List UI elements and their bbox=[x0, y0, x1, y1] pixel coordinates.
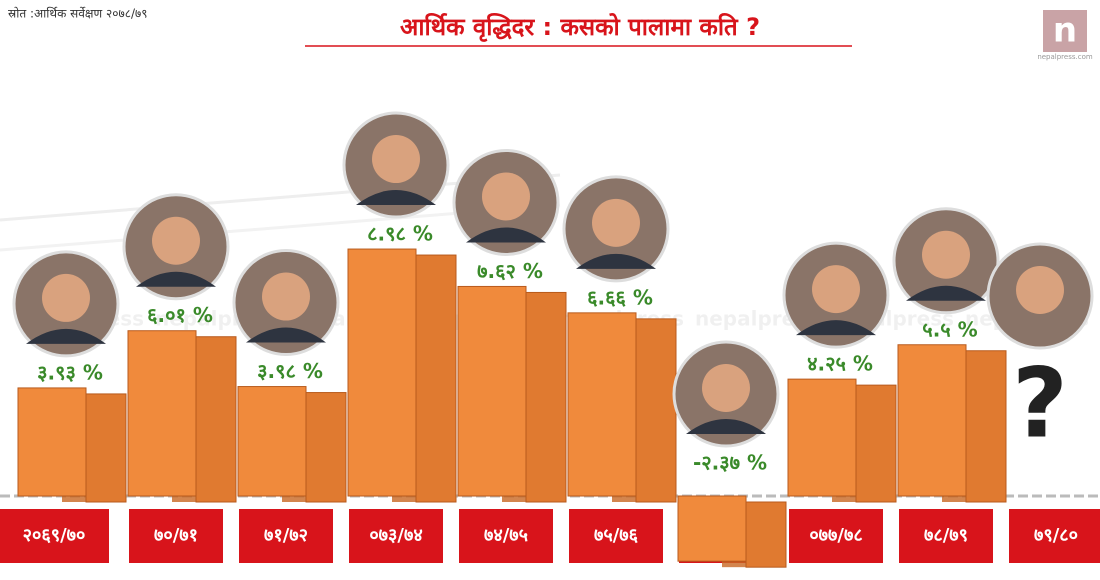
bar bbox=[787, 378, 857, 497]
bar-side bbox=[85, 393, 127, 503]
bar-side bbox=[965, 350, 1007, 503]
bar bbox=[897, 344, 967, 497]
value-label: ६.६६ % bbox=[587, 285, 653, 309]
value-label: ३.९३ % bbox=[37, 360, 103, 384]
portrait-face bbox=[922, 230, 970, 279]
portrait-body bbox=[686, 419, 766, 434]
portrait-body bbox=[136, 271, 216, 287]
portrait-face bbox=[702, 364, 750, 412]
portrait-face bbox=[482, 172, 530, 221]
portrait-body bbox=[356, 190, 436, 206]
source-note: स्रोत :आर्थिक सर्वेक्षण २०७८/७९ bbox=[8, 7, 147, 21]
category-box bbox=[129, 509, 223, 563]
category-box bbox=[1009, 509, 1100, 563]
value-label: ५.५ % bbox=[922, 317, 977, 341]
category-box bbox=[789, 509, 883, 563]
bar bbox=[237, 386, 307, 497]
x-tick-label: ०७३/७४ bbox=[369, 525, 422, 546]
x-tick-label: २०६९/७० bbox=[23, 525, 86, 546]
category-box bbox=[349, 509, 443, 563]
portrait-face bbox=[372, 135, 420, 184]
bar-side bbox=[195, 336, 237, 503]
value-label: ३.९८ % bbox=[257, 359, 323, 383]
x-tick-label: ७५/७६ bbox=[594, 525, 639, 546]
unknown-mark: ? bbox=[1012, 347, 1068, 459]
x-tick-label: ७९/८० bbox=[1034, 525, 1078, 546]
category-box bbox=[899, 509, 993, 563]
category-box bbox=[0, 509, 109, 563]
value-label: ६.०१ % bbox=[147, 303, 213, 327]
portrait-body bbox=[796, 320, 876, 336]
portrait-body bbox=[576, 253, 656, 269]
x-tick-label: ७१/७२ bbox=[264, 525, 308, 546]
value-label: ७.६२ % bbox=[477, 259, 543, 283]
bar bbox=[347, 248, 417, 497]
x-tick-label: ७८/७९ bbox=[924, 525, 968, 546]
value-label: ८.९८ % bbox=[367, 222, 433, 246]
bar-side bbox=[635, 318, 677, 503]
bar-side bbox=[745, 501, 787, 568]
portrait-face bbox=[592, 198, 640, 247]
x-tick-label: ७०/७१ bbox=[154, 525, 198, 546]
bar bbox=[567, 312, 637, 497]
bar bbox=[17, 387, 87, 497]
bar bbox=[127, 330, 197, 497]
bar-side bbox=[525, 291, 567, 503]
x-tick-label: ०७७/७८ bbox=[809, 525, 862, 546]
logo-box bbox=[1043, 10, 1087, 52]
portrait-face bbox=[42, 273, 90, 322]
portrait-body bbox=[466, 227, 546, 243]
value-label: -२.३७ % bbox=[693, 451, 767, 475]
portrait-face bbox=[152, 216, 200, 265]
category-box bbox=[459, 509, 553, 563]
portrait-body bbox=[906, 285, 986, 301]
portrait-face bbox=[1016, 266, 1064, 314]
portrait-body bbox=[246, 327, 326, 343]
category-box bbox=[569, 509, 663, 563]
portrait-face bbox=[262, 272, 310, 321]
bar bbox=[457, 285, 527, 497]
logo-site: nepalpress.com bbox=[1037, 53, 1093, 61]
bar-side bbox=[855, 384, 897, 503]
bar bbox=[677, 495, 747, 562]
value-label: ४.२५ % bbox=[807, 352, 873, 376]
bar-side bbox=[415, 254, 457, 503]
category-box bbox=[239, 509, 333, 563]
portrait-face bbox=[812, 265, 860, 314]
bar-side bbox=[305, 392, 347, 503]
portrait-body bbox=[26, 328, 106, 344]
logo-letter: n bbox=[1053, 11, 1077, 51]
x-tick-label: ७४/७५ bbox=[484, 525, 528, 546]
chart-title: आर्थिक वृद्धिदर : कसको पालामा कति ? bbox=[400, 13, 760, 42]
